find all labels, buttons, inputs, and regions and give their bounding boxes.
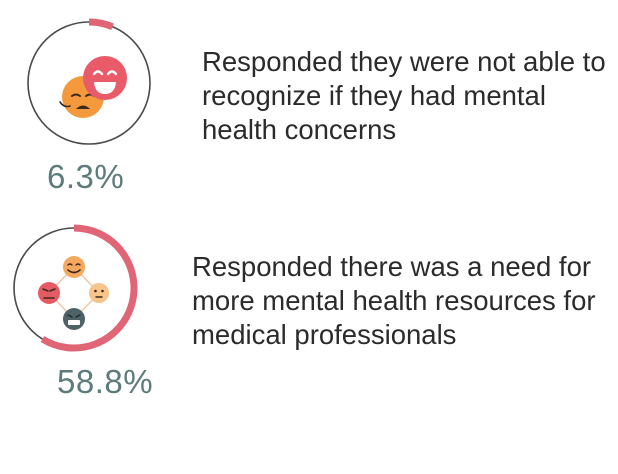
donut-gauge-1	[27, 18, 151, 145]
stat-need-resources: 58.8% Responded there was a need for mor…	[0, 215, 618, 405]
percentage-value: 58.8%	[57, 363, 154, 400]
donut-gauge-2	[13, 224, 138, 352]
four-emotion-faces-icon	[38, 256, 109, 330]
donut-value-arc	[88, 18, 114, 31]
stat-description: Responded they were not able to recogniz…	[202, 46, 606, 145]
stat-description: Responded there was a need for more ment…	[192, 251, 596, 350]
donut-value-arc	[40, 224, 138, 352]
happy-and-sad-faces-icon	[59, 56, 127, 118]
percentage-value: 6.3%	[47, 158, 125, 195]
stat-recognize-concerns: 6.3% Responded they were not able to rec…	[0, 0, 618, 200]
